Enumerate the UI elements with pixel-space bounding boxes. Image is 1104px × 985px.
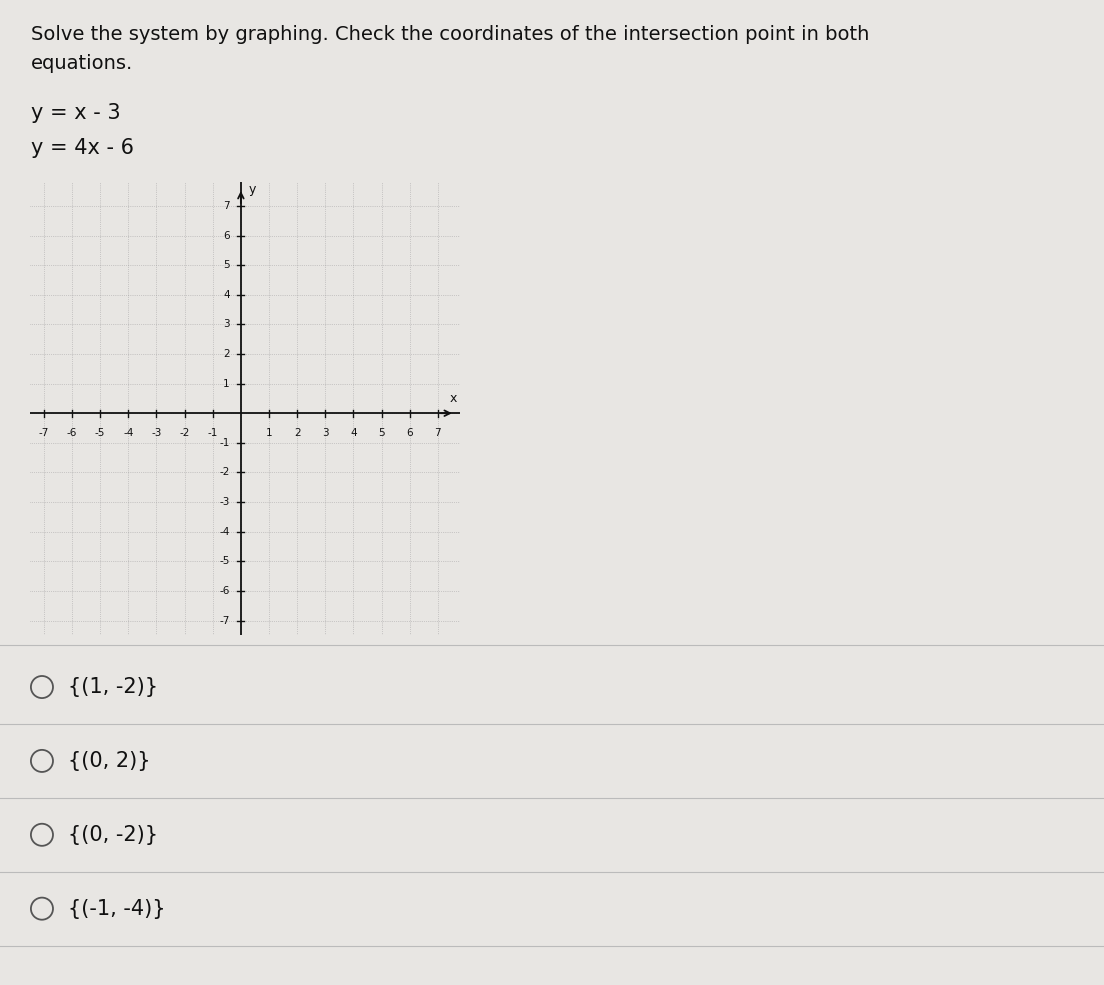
Text: -6: -6 [220, 586, 230, 596]
Text: -7: -7 [220, 616, 230, 625]
Text: -3: -3 [220, 497, 230, 507]
Text: -1: -1 [220, 437, 230, 448]
Text: equations.: equations. [31, 54, 134, 73]
Text: 5: 5 [223, 260, 230, 270]
Text: 5: 5 [379, 428, 385, 438]
Text: y: y [248, 183, 256, 196]
Text: 3: 3 [322, 428, 329, 438]
Text: 2: 2 [294, 428, 300, 438]
Text: -4: -4 [220, 527, 230, 537]
Text: 1: 1 [266, 428, 273, 438]
Text: 7: 7 [223, 201, 230, 211]
Text: -5: -5 [220, 557, 230, 566]
Text: -4: -4 [124, 428, 134, 438]
Text: Solve the system by graphing. Check the coordinates of the intersection point in: Solve the system by graphing. Check the … [31, 25, 869, 43]
Text: {(1, -2)}: {(1, -2)} [68, 677, 159, 697]
Text: -6: -6 [67, 428, 77, 438]
Text: {(0, 2)}: {(0, 2)} [68, 751, 151, 771]
Text: 4: 4 [350, 428, 357, 438]
Text: -3: -3 [151, 428, 161, 438]
Text: 2: 2 [223, 349, 230, 359]
Text: 1: 1 [223, 378, 230, 389]
Text: {(0, -2)}: {(0, -2)} [68, 824, 159, 845]
Text: -7: -7 [39, 428, 49, 438]
Text: -2: -2 [179, 428, 190, 438]
Text: y = 4x - 6: y = 4x - 6 [31, 138, 134, 158]
Text: {(-1, -4)}: {(-1, -4)} [68, 898, 166, 919]
Text: 4: 4 [223, 290, 230, 299]
Text: -1: -1 [208, 428, 217, 438]
Text: 6: 6 [406, 428, 413, 438]
Text: 6: 6 [223, 230, 230, 240]
Text: y = x - 3: y = x - 3 [31, 103, 120, 123]
Text: 7: 7 [435, 428, 442, 438]
Text: 3: 3 [223, 319, 230, 329]
Text: -5: -5 [95, 428, 105, 438]
Text: -2: -2 [220, 468, 230, 478]
Text: x: x [449, 392, 457, 405]
